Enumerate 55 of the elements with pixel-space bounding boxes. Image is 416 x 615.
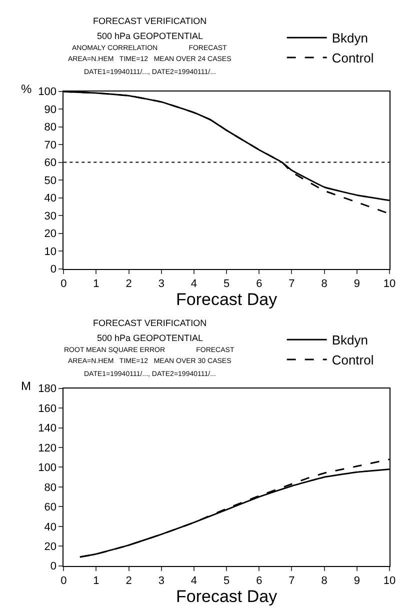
chart-subtitle: 500 hPa GEOPOTENTIAL: [97, 333, 204, 343]
x-tick-label: 4: [190, 278, 198, 290]
x-tick-label: 3: [158, 278, 164, 290]
y-tick-label: 120: [38, 442, 56, 454]
x-tick-label: 1: [93, 575, 100, 588]
x-tick-label: 10: [383, 575, 396, 588]
x-tick-label: 7: [288, 278, 295, 290]
x-tick-label: 9: [354, 575, 360, 588]
x-tick-label: 3: [158, 575, 164, 588]
chart-subtitle: 500 hPa GEOPOTENTIAL: [97, 31, 204, 41]
x-tick-label: 6: [256, 278, 262, 290]
x-tick-label: 0: [60, 575, 67, 588]
x-tick-label: 2: [126, 575, 132, 588]
y-tick-label: 40: [44, 192, 56, 205]
y-tick-label: 160: [38, 402, 56, 415]
y-tick-label: 140: [38, 422, 56, 435]
x-tick-label: 7: [288, 575, 295, 588]
y-tick-label: 180: [38, 383, 56, 396]
y-tick-label: 20: [44, 540, 56, 553]
legend-label: Bkdyn: [332, 30, 368, 46]
y-tick-label: 90: [44, 104, 56, 116]
x-tick-label: 2: [126, 278, 132, 290]
x-tick-label: 10: [383, 278, 396, 290]
y-tick-label: 100: [38, 86, 56, 98]
y-tick-label: 100: [38, 462, 56, 474]
y-tick-label: 80: [44, 482, 56, 494]
x-tick-label: 1: [93, 278, 100, 290]
y-tick-label: 50: [44, 174, 56, 187]
x-axis-title: Forecast Day: [176, 290, 278, 309]
x-tick-label: 5: [223, 575, 230, 588]
y-tick-label: 0: [50, 264, 56, 276]
y-axis-title: %: [21, 82, 32, 96]
y-tick-label: 40: [44, 521, 56, 534]
legend-label: Control: [332, 50, 374, 66]
y-tick-label: 70: [44, 139, 56, 152]
legend-label: Control: [332, 352, 374, 368]
x-tick-label: 8: [321, 575, 328, 588]
chart-title: FORECAST VERIFICATION: [93, 16, 207, 26]
x-tick-label: 8: [321, 278, 328, 290]
y-tick-label: 80: [44, 122, 56, 134]
y-axis-title: M: [21, 379, 31, 393]
y-tick-label: 30: [44, 210, 56, 222]
legend-label: Bkdyn: [332, 332, 368, 348]
x-axis-title: Forecast Day: [176, 587, 278, 606]
x-tick-label: 9: [354, 278, 360, 290]
y-tick-label: 10: [44, 246, 56, 258]
y-tick-label: 60: [44, 157, 56, 170]
y-tick-label: 0: [50, 560, 56, 573]
x-tick-label: 0: [60, 278, 67, 290]
x-tick-label: 6: [256, 575, 262, 588]
x-tick-label: 5: [223, 278, 230, 290]
y-tick-label: 60: [44, 502, 56, 514]
chart-title: FORECAST VERIFICATION: [93, 318, 207, 328]
x-tick-label: 4: [190, 575, 198, 588]
y-tick-label: 20: [44, 228, 56, 240]
